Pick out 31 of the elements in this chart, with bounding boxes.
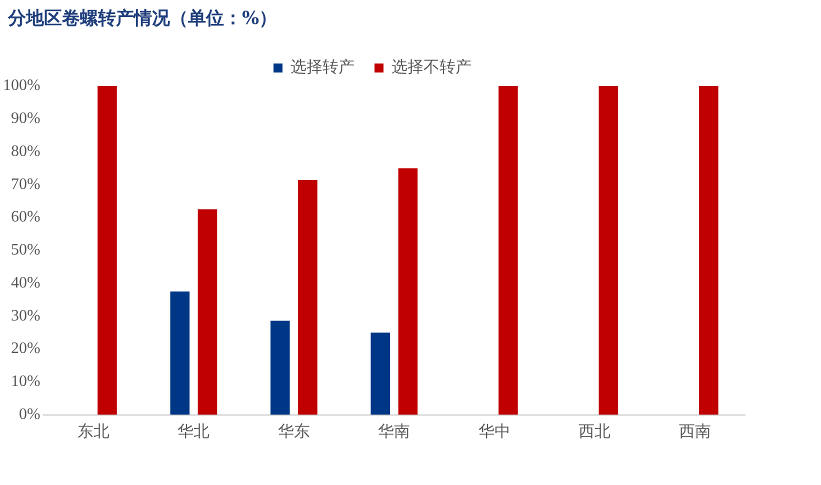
x-tick-label: 西北 [578,422,611,441]
y-tick-label: 70% [11,176,40,193]
y-tick-label: 60% [11,208,40,226]
bar [98,86,117,415]
x-tick-label: 东北 [77,422,110,441]
bar [498,86,518,415]
y-tick-label: 90% [11,110,40,128]
y-tick-label: 0% [19,406,40,424]
x-tick-label: 西南 [678,422,711,441]
y-tick-label: 30% [11,307,40,324]
x-tick-label: 华北 [178,422,210,441]
x-tick-label: 华中 [478,422,510,441]
bar [298,180,318,415]
bar [598,86,618,415]
legend-label: 选择转产 [290,58,354,76]
y-tick-label: 80% [11,142,40,160]
chart-title: 分地区卷螺转产情况（单位：%） [8,7,278,30]
bar [398,168,418,415]
x-tick-label: 华东 [278,422,310,441]
y-tick-label: 10% [11,373,40,390]
bar [170,292,190,415]
x-tick-label: 华南 [378,422,410,441]
legend-label: 选择不转产 [392,58,472,76]
bar [370,332,390,415]
y-tick-label: 100% [3,77,40,94]
bar [198,209,218,415]
y-tick-label: 40% [11,274,40,292]
bar [270,320,290,415]
y-tick-label: 50% [11,242,40,259]
y-tick-label: 20% [11,340,40,358]
bar [699,86,718,415]
